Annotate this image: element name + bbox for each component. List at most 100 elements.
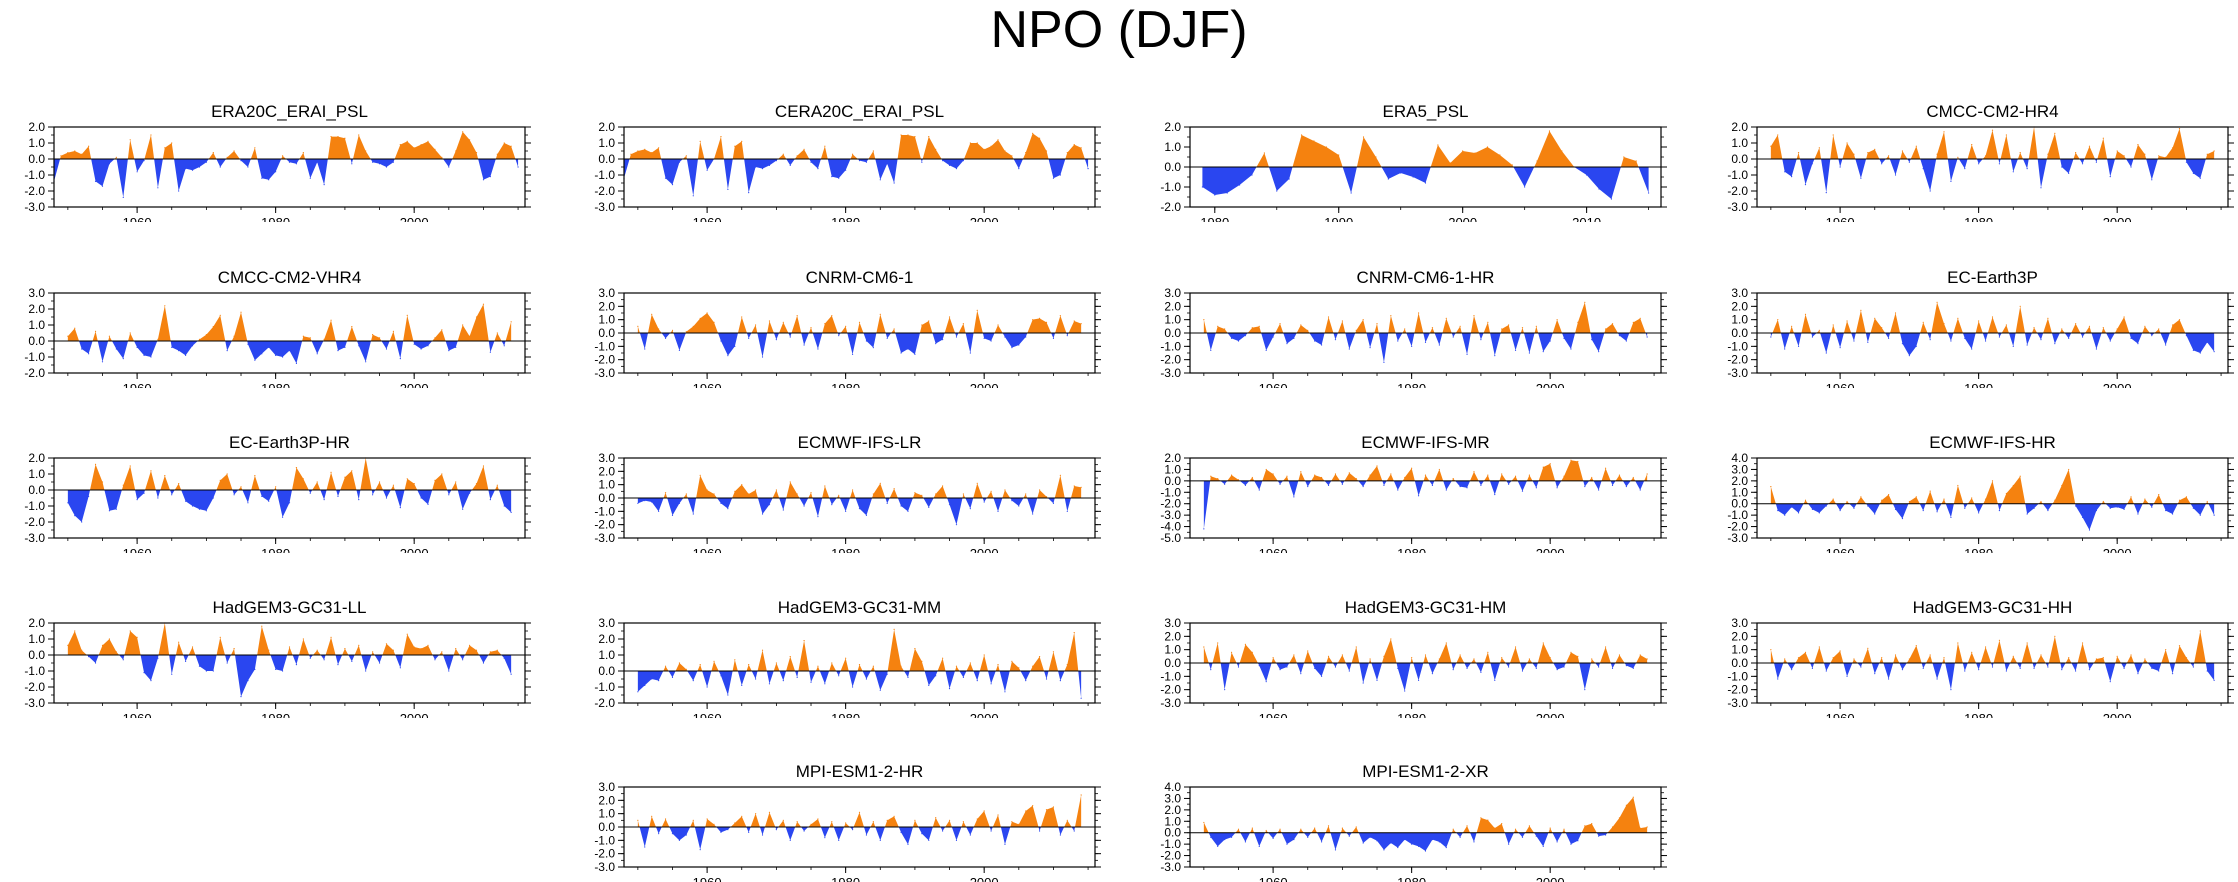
data-point	[1011, 155, 1013, 157]
data-point	[2123, 508, 2125, 511]
data-point	[399, 358, 401, 360]
data-point	[462, 659, 464, 661]
data-point	[1839, 509, 1841, 512]
data-point	[1943, 131, 1945, 133]
x-tick-label: 1960	[1826, 381, 1855, 388]
data-point	[1623, 156, 1625, 158]
data-point	[1397, 667, 1399, 669]
data-point	[358, 134, 360, 136]
data-point	[1362, 136, 1365, 138]
data-point	[205, 510, 207, 512]
data-point	[392, 161, 394, 163]
data-point	[157, 187, 159, 189]
data-point	[2088, 325, 2091, 327]
data-point	[865, 161, 868, 163]
data-point	[1466, 487, 1468, 489]
data-point	[969, 834, 971, 836]
data-point	[1390, 315, 1392, 317]
data-point	[741, 684, 743, 686]
data-point	[1321, 476, 1323, 479]
data-point	[914, 819, 916, 821]
data-point	[1293, 838, 1295, 841]
data-point	[1438, 344, 1440, 346]
data-point	[1417, 845, 1420, 848]
data-point	[468, 139, 471, 141]
x-tick-label: 2000	[400, 381, 429, 388]
data-point	[928, 136, 930, 138]
data-point	[1032, 132, 1034, 134]
data-point	[427, 503, 429, 505]
data-point	[1929, 339, 1931, 341]
data-point	[1210, 669, 1212, 671]
data-point	[706, 489, 708, 491]
data-point	[468, 644, 471, 646]
data-point	[782, 153, 784, 155]
data-point	[1487, 651, 1489, 653]
data-point	[198, 338, 201, 340]
y-tick-label: -1.0	[1727, 508, 1748, 522]
data-point	[1501, 328, 1503, 330]
data-point	[1908, 355, 1910, 357]
y-tick-label: -1.0	[594, 833, 615, 847]
data-point	[1431, 838, 1434, 841]
data-point	[302, 638, 304, 640]
y-tick-label: -2.0	[1160, 353, 1181, 367]
data-point	[1411, 657, 1413, 659]
data-point	[761, 834, 764, 836]
data-point	[962, 323, 964, 325]
data-point	[2151, 179, 2153, 181]
data-point	[644, 148, 646, 150]
data-point	[198, 665, 201, 667]
data-points	[637, 474, 1082, 526]
data-point	[1591, 476, 1593, 479]
y-tick-label: 2.0	[1164, 120, 1181, 134]
data-point	[1784, 348, 1786, 350]
x-tick-label: 1960	[1259, 875, 1288, 882]
data-point	[658, 147, 660, 149]
data-point	[468, 492, 471, 494]
data-point	[1059, 174, 1061, 176]
data-point	[1908, 658, 1910, 660]
data-point	[1383, 655, 1385, 657]
data-point	[2068, 657, 2070, 659]
data-point	[886, 163, 888, 165]
data-point	[817, 516, 819, 518]
data-point	[372, 494, 374, 496]
data-point	[88, 353, 90, 355]
x-tick-label: 2000	[1536, 381, 1565, 388]
y-tick-label: 1.0	[598, 478, 615, 492]
data-point	[1570, 843, 1572, 845]
data-point	[699, 474, 701, 476]
data-point	[1604, 834, 1607, 836]
data-point	[2075, 152, 2077, 154]
data-point	[2061, 484, 2063, 487]
chart-title: HadGEM3-GC31-HH	[1913, 598, 2073, 617]
data-point	[441, 156, 443, 158]
data-point	[858, 811, 861, 813]
data-point	[1991, 480, 1994, 482]
y-tick-label: -1.0	[24, 499, 45, 513]
data-point	[1770, 649, 1772, 651]
data-points	[1770, 468, 2215, 531]
data-point	[2137, 513, 2139, 515]
data-point	[1224, 328, 1226, 330]
data-point	[1244, 335, 1247, 337]
positive-anomaly-area	[637, 629, 1082, 671]
data-point	[226, 662, 228, 664]
data-point	[2158, 670, 2160, 672]
negative-anomaly-area	[1203, 663, 1648, 691]
data-point	[1397, 489, 1399, 491]
data-point	[1473, 841, 1475, 843]
data-point	[2019, 152, 2021, 154]
data-point	[1375, 156, 1377, 158]
data-point	[838, 494, 840, 496]
data-point	[171, 494, 173, 496]
data-point	[2019, 667, 2021, 669]
data-point	[630, 153, 632, 155]
y-tick-label: -2.0	[1160, 849, 1181, 863]
data-point	[1867, 152, 1869, 154]
data-point	[448, 350, 450, 352]
data-point	[858, 160, 861, 162]
data-point	[1052, 806, 1055, 808]
data-point	[2054, 132, 2056, 134]
